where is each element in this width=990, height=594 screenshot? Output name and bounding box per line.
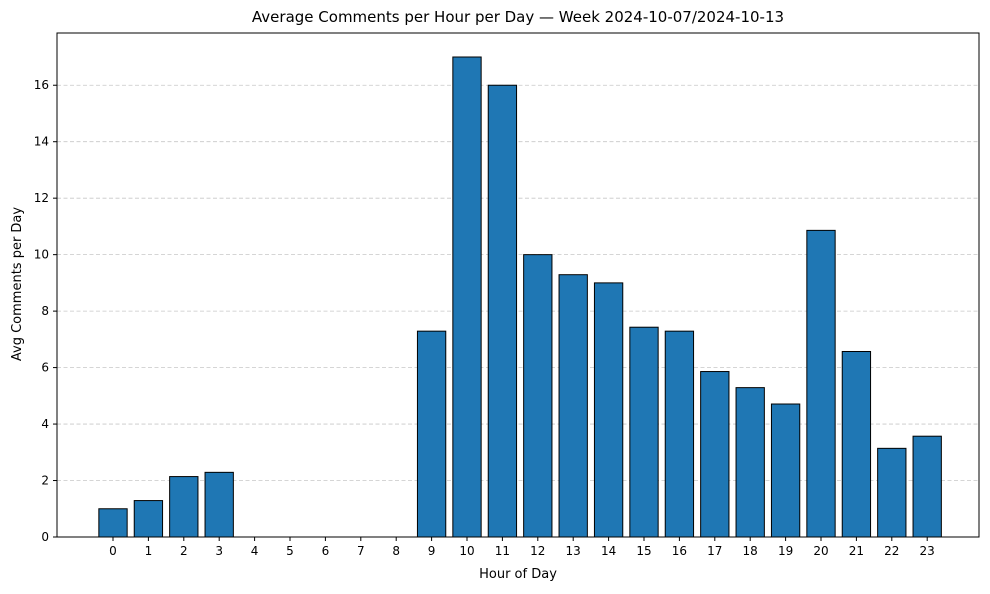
- x-tick-label: 12: [530, 544, 545, 558]
- x-tick-label: 7: [357, 544, 365, 558]
- bar-hour-2: [169, 476, 199, 538]
- bar-hour-14: [593, 282, 624, 538]
- bar-hour-0: [98, 508, 128, 538]
- bars: [98, 56, 942, 538]
- x-tick-label: 18: [743, 544, 758, 558]
- bar-hour-3: [204, 471, 234, 538]
- x-tick-label: 23: [920, 544, 935, 558]
- x-tick-label: 19: [778, 544, 793, 558]
- x-tick-label: 21: [849, 544, 864, 558]
- y-tick-label: 6: [41, 361, 49, 375]
- x-tick-label: 5: [286, 544, 294, 558]
- x-tick-label: 2: [180, 544, 188, 558]
- x-axis-ticks: 0 1 2 3 4 5 6 7 8 9 10 11 12 13 14 15 16 17 18 19 20 21 22 23: [109, 537, 935, 558]
- x-axis-label: Hour of Day: [479, 567, 557, 582]
- bar-hour-9: [416, 330, 447, 538]
- y-tick-label: 14: [34, 135, 49, 149]
- bar-hour-18: [735, 387, 765, 538]
- x-tick-label: 11: [495, 544, 510, 558]
- y-tick-label: 2: [41, 474, 49, 488]
- x-tick-label: 14: [601, 544, 616, 558]
- bar-hour-1: [133, 500, 164, 538]
- y-tick-label: 4: [41, 417, 49, 431]
- x-tick-label: 13: [566, 544, 581, 558]
- bar-hour-15: [629, 326, 659, 538]
- x-tick-label: 20: [813, 544, 828, 558]
- plot-frame: [56, 32, 980, 538]
- x-tick-label: 17: [707, 544, 722, 558]
- bar-hour-12: [523, 254, 553, 538]
- chart-title: Average Comments per Hour per Day — Week…: [252, 8, 784, 26]
- bar-hour-11: [487, 84, 518, 538]
- bar-hour-10: [452, 56, 482, 538]
- bar-hour-21: [841, 350, 872, 538]
- x-tick-label: 1: [145, 544, 153, 558]
- x-tick-label: 4: [251, 544, 259, 558]
- x-tick-label: 16: [672, 544, 687, 558]
- x-tick-label: 8: [392, 544, 400, 558]
- bar-hour-23: [912, 435, 942, 538]
- bar-hour-13: [558, 274, 588, 538]
- y-tick-label: 16: [34, 78, 49, 92]
- bar-hour-19: [770, 403, 801, 538]
- grid-lines: [57, 84, 979, 481]
- x-tick-label: 10: [459, 544, 474, 558]
- x-tick-label: 22: [884, 544, 899, 558]
- x-tick-label: 9: [428, 544, 436, 558]
- x-tick-label: 3: [215, 544, 223, 558]
- y-tick-label: 8: [41, 304, 49, 318]
- y-axis-ticks: 0 2 4 6 8 10 12 14 16: [34, 78, 57, 544]
- bar-hour-17: [700, 371, 730, 538]
- y-tick-label: 0: [41, 530, 49, 544]
- x-tick-label: 0: [109, 544, 117, 558]
- x-tick-label: 15: [636, 544, 651, 558]
- y-axis-label: Avg Comments per Day: [10, 207, 25, 362]
- y-tick-label: 12: [34, 191, 49, 205]
- y-tick-label: 10: [34, 248, 49, 262]
- bar-hour-16: [664, 330, 695, 538]
- bar-hour-22: [877, 447, 907, 538]
- bar-hour-20: [806, 229, 836, 538]
- x-tick-label: 6: [322, 544, 330, 558]
